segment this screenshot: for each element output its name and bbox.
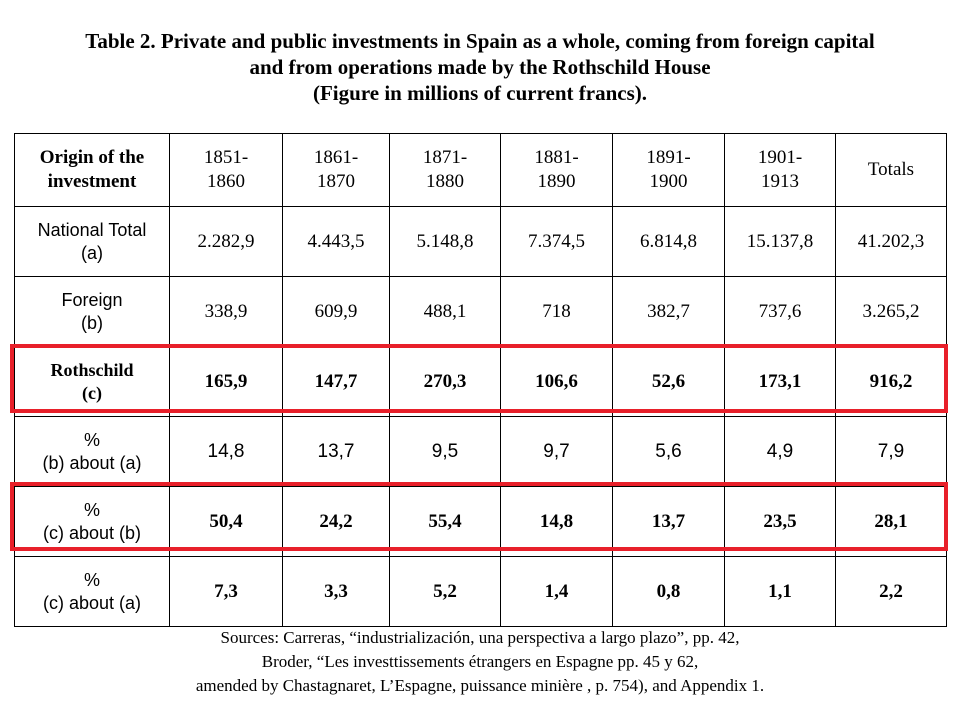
table-row: National Total (a) 2.282,9 4.443,5 5.148,8 7.… <box>14 206 947 277</box>
title-line-3: (Figure in millions of current francs). <box>312 81 648 105</box>
sources-line-1: Sources: Carreras, “industrialización, u… <box>220 628 740 647</box>
value-cell: 609,9 <box>282 276 390 347</box>
value-cell: 13,7 <box>612 486 725 557</box>
header-period: 1861- 1870 <box>282 133 390 207</box>
value-cell: 52,6 <box>612 346 725 417</box>
value-cell: 24,2 <box>282 486 390 557</box>
row-label: % (b) about (a) <box>14 416 170 487</box>
value-cell: 4.443,5 <box>282 206 390 277</box>
header-row: Origin of the investment 1851- 1860 1861- 1… <box>14 133 947 207</box>
row-label: Rothschild (c) <box>14 346 170 417</box>
value-cell: 338,9 <box>169 276 283 347</box>
header-totals: Totals <box>835 133 947 207</box>
total-cell: 916,2 <box>835 346 947 417</box>
value-cell: 55,4 <box>389 486 501 557</box>
total-cell: 7,9 <box>835 416 947 487</box>
value-cell: 14,8 <box>169 416 283 487</box>
value-cell: 14,8 <box>500 486 613 557</box>
value-cell: 2.282,9 <box>169 206 283 277</box>
value-cell: 718 <box>500 276 613 347</box>
value-cell: 165,9 <box>169 346 283 417</box>
value-cell: 9,7 <box>500 416 613 487</box>
value-cell: 488,1 <box>389 276 501 347</box>
total-cell: 2,2 <box>835 556 947 627</box>
value-cell: 106,6 <box>500 346 613 417</box>
table-row: % (c) about (b) 50,4 24,2 55,4 14,8 13,7 23,5 28… <box>14 486 947 557</box>
total-cell: 28,1 <box>835 486 947 557</box>
value-cell: 9,5 <box>389 416 501 487</box>
value-cell: 1,1 <box>724 556 836 627</box>
sources-line-2: Broder, “Les investtissements étrangers … <box>261 652 699 671</box>
investment-table: Origin of the investment 1851- 1860 1861- 1… <box>14 133 947 627</box>
header-period: 1901- 1913 <box>724 133 836 207</box>
row-label: % (c) about (b) <box>14 486 170 557</box>
value-cell: 5.148,8 <box>389 206 501 277</box>
table-row: Rothschild (c) 165,9 147,7 270,3 106,6 52,6 173… <box>14 346 947 417</box>
table-row: % (c) about (a) 7,3 3,3 5,2 1,4 0,8 1,1 2,2 <box>14 556 947 627</box>
table-row: % (b) about (a) 14,8 13,7 9,5 9,7 5,6 4,9 7,9 <box>14 416 947 487</box>
sources-line-3: amended by Chastagnaret, L’Espagne, puis… <box>195 676 765 695</box>
value-cell: 7,3 <box>169 556 283 627</box>
value-cell: 737,6 <box>724 276 836 347</box>
total-cell: 3.265,2 <box>835 276 947 347</box>
header-period: 1851- 1860 <box>169 133 283 207</box>
table-title: Table 2. Private and public investments … <box>0 28 960 106</box>
value-cell: 4,9 <box>724 416 836 487</box>
value-cell: 50,4 <box>169 486 283 557</box>
value-cell: 15.137,8 <box>724 206 836 277</box>
value-cell: 5,6 <box>612 416 725 487</box>
header-period: 1881- 1890 <box>500 133 613 207</box>
total-cell: 41.202,3 <box>835 206 947 277</box>
header-origin: Origin of the investment <box>14 133 170 207</box>
value-cell: 5,2 <box>389 556 501 627</box>
value-cell: 147,7 <box>282 346 390 417</box>
title-line-1: Table 2. Private and public investments … <box>85 29 875 53</box>
row-label: % (c) about (a) <box>14 556 170 627</box>
value-cell: 0,8 <box>612 556 725 627</box>
value-cell: 7.374,5 <box>500 206 613 277</box>
value-cell: 270,3 <box>389 346 501 417</box>
value-cell: 3,3 <box>282 556 390 627</box>
value-cell: 13,7 <box>282 416 390 487</box>
table-row: Foreign (b) 338,9 609,9 488,1 718 382,7 737,6 3.… <box>14 276 947 347</box>
header-period: 1891- 1900 <box>612 133 725 207</box>
header-period: 1871- 1880 <box>389 133 501 207</box>
value-cell: 382,7 <box>612 276 725 347</box>
title-line-2: and from operations made by the Rothschi… <box>249 55 711 79</box>
value-cell: 23,5 <box>724 486 836 557</box>
value-cell: 6.814,8 <box>612 206 725 277</box>
row-label: Foreign (b) <box>14 276 170 347</box>
value-cell: 1,4 <box>500 556 613 627</box>
row-label: National Total (a) <box>14 206 170 277</box>
value-cell: 173,1 <box>724 346 836 417</box>
sources-note: Sources: Carreras, “industrialización, u… <box>0 626 960 698</box>
